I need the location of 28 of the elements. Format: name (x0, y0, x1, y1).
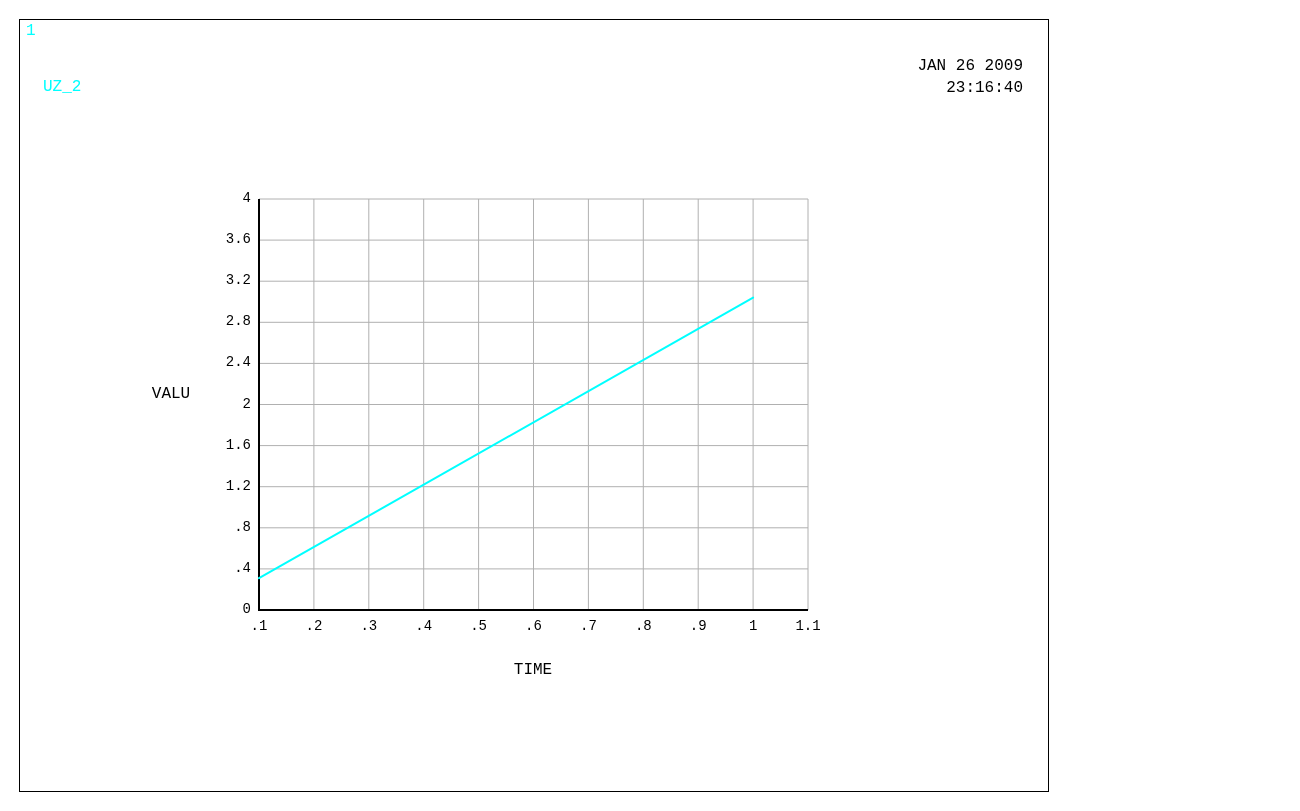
x-tick-label: .1 (250, 618, 268, 634)
y-tick-label: 2.4 (225, 354, 251, 371)
y-tick-label: 2.8 (225, 313, 251, 330)
x-tick-label: 1 (748, 618, 758, 634)
y-tick-label: 1.6 (225, 436, 251, 453)
text: 23:16:40 (946, 79, 1023, 97)
text: UZ_2 (43, 78, 82, 96)
text: 1 (26, 22, 36, 40)
y-axis-title: VALU (151, 385, 191, 403)
y-tick-label: 3.6 (225, 231, 251, 248)
x-tick-label: .7 (579, 618, 597, 634)
y-tick-label: 2 (242, 395, 251, 412)
x-tick-label: .4 (415, 618, 433, 634)
y-tick-label: .8 (234, 518, 251, 535)
y-tick-label: 3.2 (225, 272, 251, 289)
x-axis-title: TIME (513, 661, 553, 679)
x-tick-label: 1.1 (795, 618, 821, 634)
y-tick-label: 1.2 (225, 477, 251, 494)
y-tick-label: 4 (242, 190, 251, 206)
x-tick-label: .5 (470, 618, 488, 634)
x-tick-label: .8 (634, 618, 652, 634)
x-tick-label: .3 (360, 618, 378, 634)
y-tick-label: 0 (242, 601, 251, 617)
y-tick-label: .4 (234, 559, 251, 576)
x-tick-label: .9 (689, 618, 707, 634)
x-tick-label: .2 (305, 618, 323, 634)
text: JAN 26 2009 (917, 57, 1023, 75)
x-tick-label: .6 (525, 618, 542, 634)
